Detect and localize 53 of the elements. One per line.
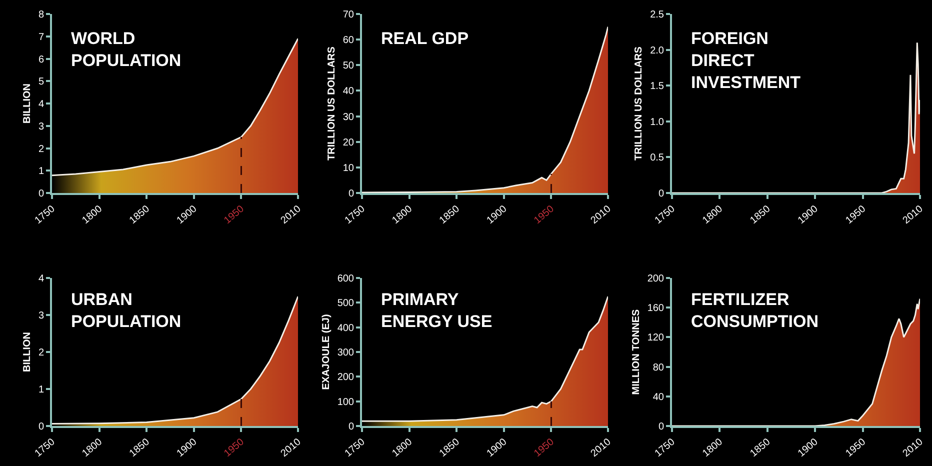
y-tick-label: 500 [337, 298, 354, 310]
y-axis-title: TRILLION US DOLLARS [326, 46, 338, 160]
y-tick-label: 0 [658, 188, 664, 200]
y-tick-label: 60 [342, 35, 354, 46]
y-axis-title: TRILLION US DOLLARS [634, 46, 645, 160]
y-tick-label: 4 [38, 99, 44, 110]
y-tick-label: 0 [658, 422, 664, 432]
y-tick-label: 120 [647, 332, 664, 344]
y-tick-label: 1.0 [650, 116, 664, 128]
y-tick-label: 1.5 [650, 81, 664, 92]
y-tick-label: 70 [342, 10, 354, 20]
y-tick-label: 600 [337, 274, 354, 284]
y-tick-label: 0 [348, 422, 354, 432]
y-tick-label: 6 [38, 54, 44, 66]
y-tick-label: 5 [38, 76, 44, 88]
y-tick-label: 1 [38, 166, 44, 178]
y-tick-label: 4 [38, 274, 44, 284]
y-axis-title: BILLION [22, 84, 33, 124]
y-tick-label: 30 [342, 112, 354, 123]
y-tick-label: 160 [647, 303, 664, 314]
y-tick-label: 10 [342, 162, 354, 174]
y-tick-label: 200 [647, 274, 664, 284]
y-axis-title: EXAJOULE (EJ) [320, 314, 332, 390]
y-tick-label: 2 [38, 144, 44, 155]
y-tick-label: 7 [38, 32, 44, 43]
y-tick-label: 3 [38, 310, 44, 322]
y-tick-label: 100 [337, 396, 354, 408]
y-tick-label: 50 [342, 60, 354, 72]
y-axis-title: MILLION TONNES [630, 308, 642, 395]
text: URBAN POPULATION [71, 290, 182, 332]
y-tick-label: 0.5 [650, 152, 664, 164]
y-axis-title: BILLION [22, 332, 33, 372]
y-tick-label: 0 [38, 422, 44, 432]
y-tick-label: 1 [38, 384, 44, 396]
y-tick-label: 40 [342, 86, 354, 98]
y-tick-label: 2 [38, 348, 44, 358]
y-tick-label: 200 [337, 372, 354, 384]
text: REAL GDP [381, 29, 469, 48]
y-tick-label: 40 [652, 392, 664, 403]
y-tick-label: 0 [348, 188, 354, 200]
text: PRIMARY ENERGY USE [381, 290, 492, 332]
y-tick-label: 8 [38, 10, 44, 20]
y-tick-label: 300 [337, 348, 354, 358]
text: FERTILIZER CONSUMPTION [691, 290, 818, 332]
y-tick-label: 20 [342, 137, 354, 148]
y-tick-label: 2.5 [650, 10, 664, 20]
y-tick-label: 80 [652, 362, 664, 374]
y-tick-label: 0 [38, 188, 44, 200]
y-tick-label: 3 [38, 121, 44, 132]
y-tick-label: 2.0 [650, 45, 664, 56]
text: FOREIGN DIRECT INVESTMENT [691, 29, 802, 92]
text: WORLD POPULATION [71, 29, 182, 70]
y-tick-label: 400 [337, 322, 354, 334]
